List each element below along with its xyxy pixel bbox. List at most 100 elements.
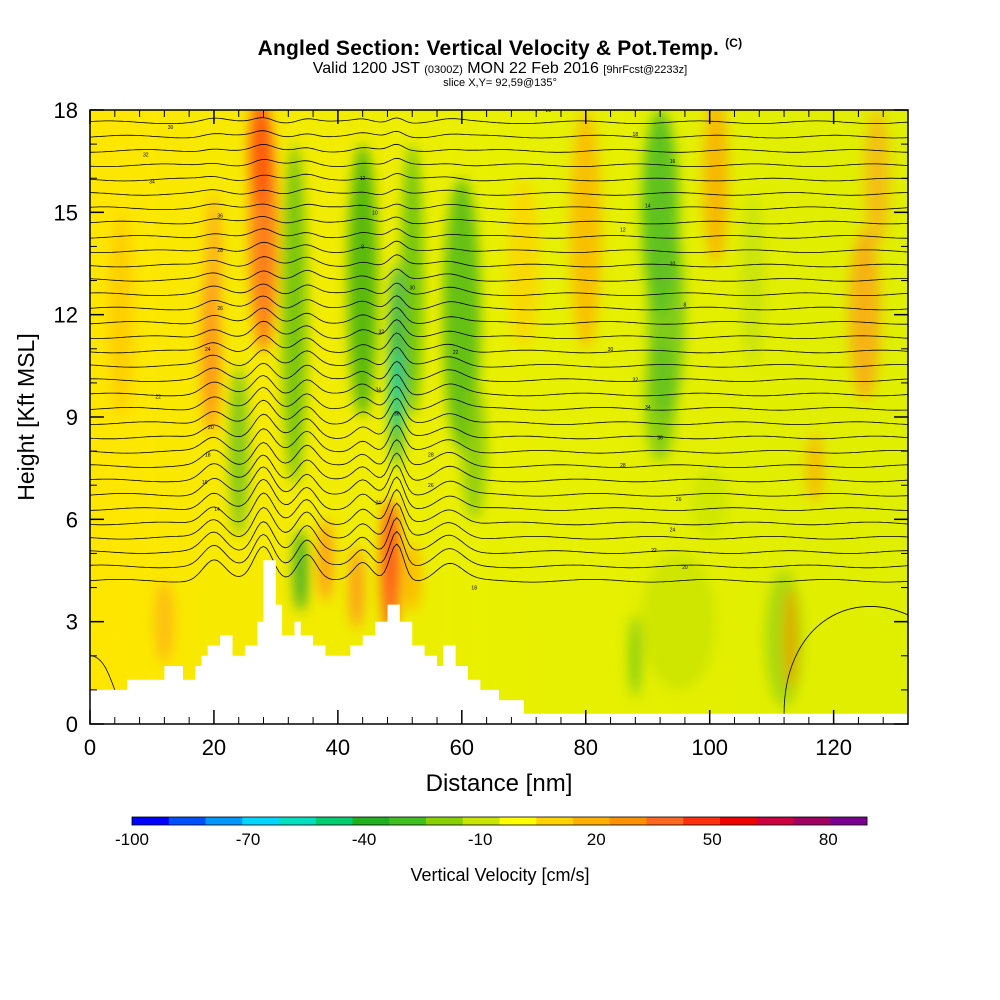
x-axis-tick-label: 80 <box>574 735 598 760</box>
x-axis-label: Distance [nm] <box>426 770 573 797</box>
vertical-velocity-field: 30 32 34 36 28 26 24 22 20 18 16 14 12 10 8 30 32 34 36 28 2… <box>90 88 908 724</box>
valid-utc: (0300Z) <box>424 64 463 76</box>
isentrope-line <box>90 188 908 196</box>
contour-label: 36 <box>657 435 663 441</box>
colorbar: -100 -70 -40 -10 20 50 80 <box>115 816 868 849</box>
contour-label: 22 <box>155 395 161 401</box>
colorbar-frame <box>131 816 868 826</box>
isentrope-line <box>90 439 908 468</box>
contour-label: 26 <box>428 483 434 489</box>
isentrope-line <box>90 157 908 167</box>
colorbar-tick-label: -40 <box>352 830 377 849</box>
contour-label: 20 <box>208 425 214 431</box>
contour-label: 36 <box>217 214 223 220</box>
x-axis-tick-label: 100 <box>691 735 728 760</box>
isentrope-line <box>90 228 908 239</box>
contour-label: 22 <box>651 548 657 554</box>
y-axis-tick-label: 15 <box>54 200 78 225</box>
isentrope-line <box>783 606 908 714</box>
contour-label: 24 <box>375 500 381 506</box>
chart-title-tag: (C) <box>725 36 743 50</box>
isentrope-line <box>90 319 908 339</box>
isentrope-line <box>90 385 908 411</box>
colorbar-swatch <box>389 817 427 825</box>
colorbar-tick-label: 50 <box>703 830 722 849</box>
chart-title-text: Angled Section: Vertical Velocity & Pot.… <box>257 37 720 60</box>
x-axis-tick-label: 40 <box>326 735 350 760</box>
isentrope-line <box>90 254 908 268</box>
x-axis-tick-label: 0 <box>84 735 96 760</box>
contour-label: 24 <box>670 528 676 534</box>
colorbar-swatch <box>830 817 868 825</box>
valid-date: MON 22 Feb 2016 <box>467 60 599 77</box>
x-axis-tick-label: 60 <box>450 735 474 760</box>
colorbar-tick-label: -10 <box>468 830 493 849</box>
isentrope-line <box>90 240 908 253</box>
colorbar-swatch <box>242 817 280 825</box>
colorbar-swatch <box>793 817 831 825</box>
colorbar-swatch <box>683 817 721 825</box>
isentrope-line <box>90 452 908 483</box>
y-axis-tick-label: 0 <box>66 712 78 737</box>
colorbar-swatch <box>609 817 647 825</box>
contour-label: 30 <box>608 347 614 353</box>
isentrope-line <box>90 143 908 153</box>
valid-time-line: Valid 1200 JST (0300Z) MON 22 Feb 2016 [… <box>0 60 1000 78</box>
colorbar-swatch <box>573 817 611 825</box>
isentrope-line <box>90 410 908 440</box>
contour-label: 10 <box>372 210 378 216</box>
isentrope-line <box>90 476 908 511</box>
contour-label: 36 <box>394 412 400 418</box>
contour-label: 16 <box>202 480 208 486</box>
y-axis-tick-label: 18 <box>54 98 78 123</box>
colorbar-swatch <box>536 817 574 825</box>
colorbar-swatch <box>279 817 317 825</box>
contour-label: 22 <box>453 350 459 356</box>
contour-label: 18 <box>633 132 639 138</box>
contour-label: 26 <box>217 306 223 312</box>
isentrope-line <box>90 216 908 225</box>
contour-label: 26 <box>676 497 682 503</box>
isentrope-line <box>90 130 908 139</box>
isentrope-line <box>90 517 908 554</box>
contour-label: 12 <box>360 176 366 182</box>
colorbar-swatch <box>756 817 794 825</box>
terrain-mask <box>90 560 908 724</box>
colorbar-swatch <box>426 817 464 825</box>
slice-info: slice X,Y= 92,59@135° <box>443 77 557 89</box>
isentrope-line <box>90 88 908 95</box>
isentrope-line <box>90 373 908 397</box>
y-axis-label: Height [Kft MSL] <box>13 333 39 500</box>
isentrope-line <box>90 332 908 354</box>
contour-label: 34 <box>645 405 651 411</box>
isentrope-line <box>90 203 908 210</box>
isentrope-line <box>90 268 908 282</box>
colorbar-swatch <box>352 817 390 825</box>
x-axis-tick-label: 20 <box>202 735 226 760</box>
isentrope-line <box>90 530 908 569</box>
contour-label: 14 <box>214 507 220 513</box>
contour-label: 12 <box>620 227 626 233</box>
y-axis-tick-label: 3 <box>66 610 78 635</box>
contour-label: 8 <box>361 244 364 250</box>
contour-label: 34 <box>375 388 381 394</box>
contour-label: 24 <box>205 347 211 353</box>
isentrope-line <box>90 117 908 124</box>
isentrope-line <box>90 307 908 325</box>
isentrope-line <box>90 502 908 540</box>
x-axis-tick-label: 120 <box>815 735 852 760</box>
isentrope-line <box>90 346 908 368</box>
contour-label: 18 <box>205 453 211 459</box>
y-axis-tick-label: 9 <box>66 405 78 430</box>
contour-label: 10 <box>670 262 676 268</box>
isentrope-line <box>90 543 908 583</box>
colorbar-tick-label: -100 <box>115 830 149 849</box>
colorbar-tick-label: -70 <box>236 830 261 849</box>
contour-label: 30 <box>168 125 174 131</box>
colorbar-swatch <box>315 817 353 825</box>
potential-temperature-contours <box>90 88 908 714</box>
isentrope-line <box>90 295 908 311</box>
isentrope-line <box>90 103 908 109</box>
isentrope-line <box>90 360 908 382</box>
